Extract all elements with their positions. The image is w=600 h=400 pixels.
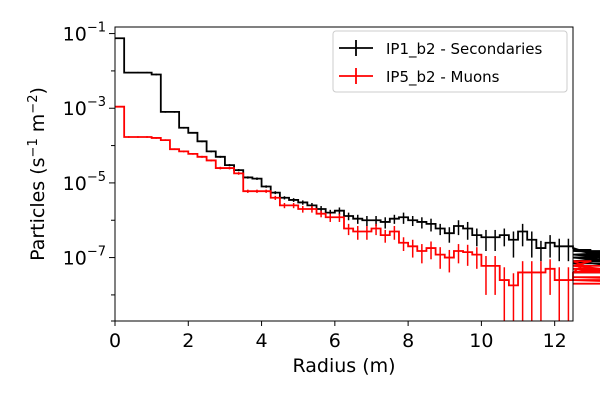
y-axis: 10−710−510−310−1 xyxy=(63,21,115,322)
y-tick-label: 10−5 xyxy=(63,170,106,195)
plot-frame xyxy=(114,26,574,322)
y-tick-label-base: 10 xyxy=(63,173,87,195)
x-axis-label: Radius (m) xyxy=(292,355,395,377)
series-line xyxy=(115,37,600,274)
x-tick-label: 2 xyxy=(182,330,194,352)
y-tick-label-exp: −3 xyxy=(87,95,106,110)
y-tick-label: 10−3 xyxy=(63,95,106,120)
y-axis-label-end: ) xyxy=(27,87,49,94)
y-axis-label-exp1: −1 xyxy=(26,138,41,157)
y-tick-label-exp: −1 xyxy=(87,21,106,36)
x-tick-label: 12 xyxy=(543,330,567,352)
y-tick-label-base: 10 xyxy=(63,248,87,270)
x-tick-label: 6 xyxy=(329,330,341,352)
legend-box xyxy=(332,30,568,93)
x-axis: 0 2 4 6 8 10 12 xyxy=(109,321,567,352)
y-axis-label-exp2: −2 xyxy=(26,95,41,114)
y-tick-label: 10−7 xyxy=(63,245,106,270)
y-tick-label: 10−1 xyxy=(63,21,106,46)
legend: IP1_b2 - Secondaries IP5_b2 - Muons xyxy=(332,30,568,93)
y-axis-label: Particles (s−1 m−2) xyxy=(26,87,50,261)
y-tick-label-exp: −7 xyxy=(87,245,106,260)
series-secondaries xyxy=(115,37,600,274)
legend-label-secondaries: IP1_b2 - Secondaries xyxy=(386,40,542,59)
series-layer xyxy=(115,37,600,321)
y-axis-label-base: Particles (s xyxy=(27,157,49,260)
x-tick-label: 8 xyxy=(402,330,414,352)
legend-label-muons: IP5_b2 - Muons xyxy=(386,68,500,87)
x-tick-label: 10 xyxy=(469,330,493,352)
x-tick-label: 0 xyxy=(109,330,121,352)
series-muons xyxy=(115,105,600,321)
y-tick-label-base: 10 xyxy=(63,98,87,120)
y-tick-label-base: 10 xyxy=(63,24,87,46)
y-axis-label-mid: m xyxy=(27,114,49,139)
y-tick-label-exp: −5 xyxy=(87,170,106,185)
x-tick-label: 4 xyxy=(256,330,268,352)
